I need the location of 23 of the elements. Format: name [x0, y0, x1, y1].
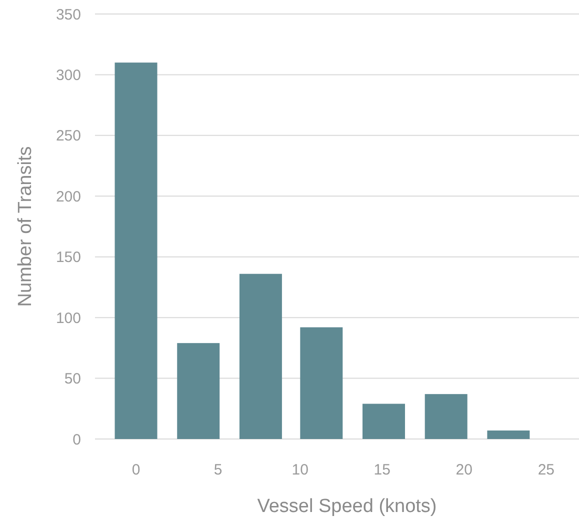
bar [114, 62, 158, 439]
bar [487, 430, 530, 439]
bar [362, 404, 406, 439]
bar [424, 394, 468, 439]
x-tick-label: 20 [456, 461, 472, 478]
y-tick-label: 50 [64, 370, 81, 388]
x-axis-title: Vessel Speed (knots) [257, 496, 437, 517]
y-tick-label: 200 [56, 188, 81, 206]
y-tick-label: 250 [56, 128, 81, 145]
x-tick-label: 5 [214, 461, 222, 478]
y-tick-label: 0 [72, 431, 81, 448]
x-tick-label: 25 [538, 461, 555, 478]
y-tick-label: 350 [56, 6, 81, 24]
bar [239, 274, 282, 439]
bar [300, 327, 343, 439]
x-tick-label: 0 [132, 461, 140, 478]
x-tick-label: 10 [292, 461, 308, 478]
x-tick-label: 15 [374, 461, 390, 478]
y-tick-label: 150 [56, 249, 81, 266]
bar [177, 343, 220, 439]
y-tick-label: 300 [56, 66, 81, 84]
y-axis-title: Number of Transits [15, 146, 36, 307]
y-tick-label: 100 [56, 310, 81, 327]
